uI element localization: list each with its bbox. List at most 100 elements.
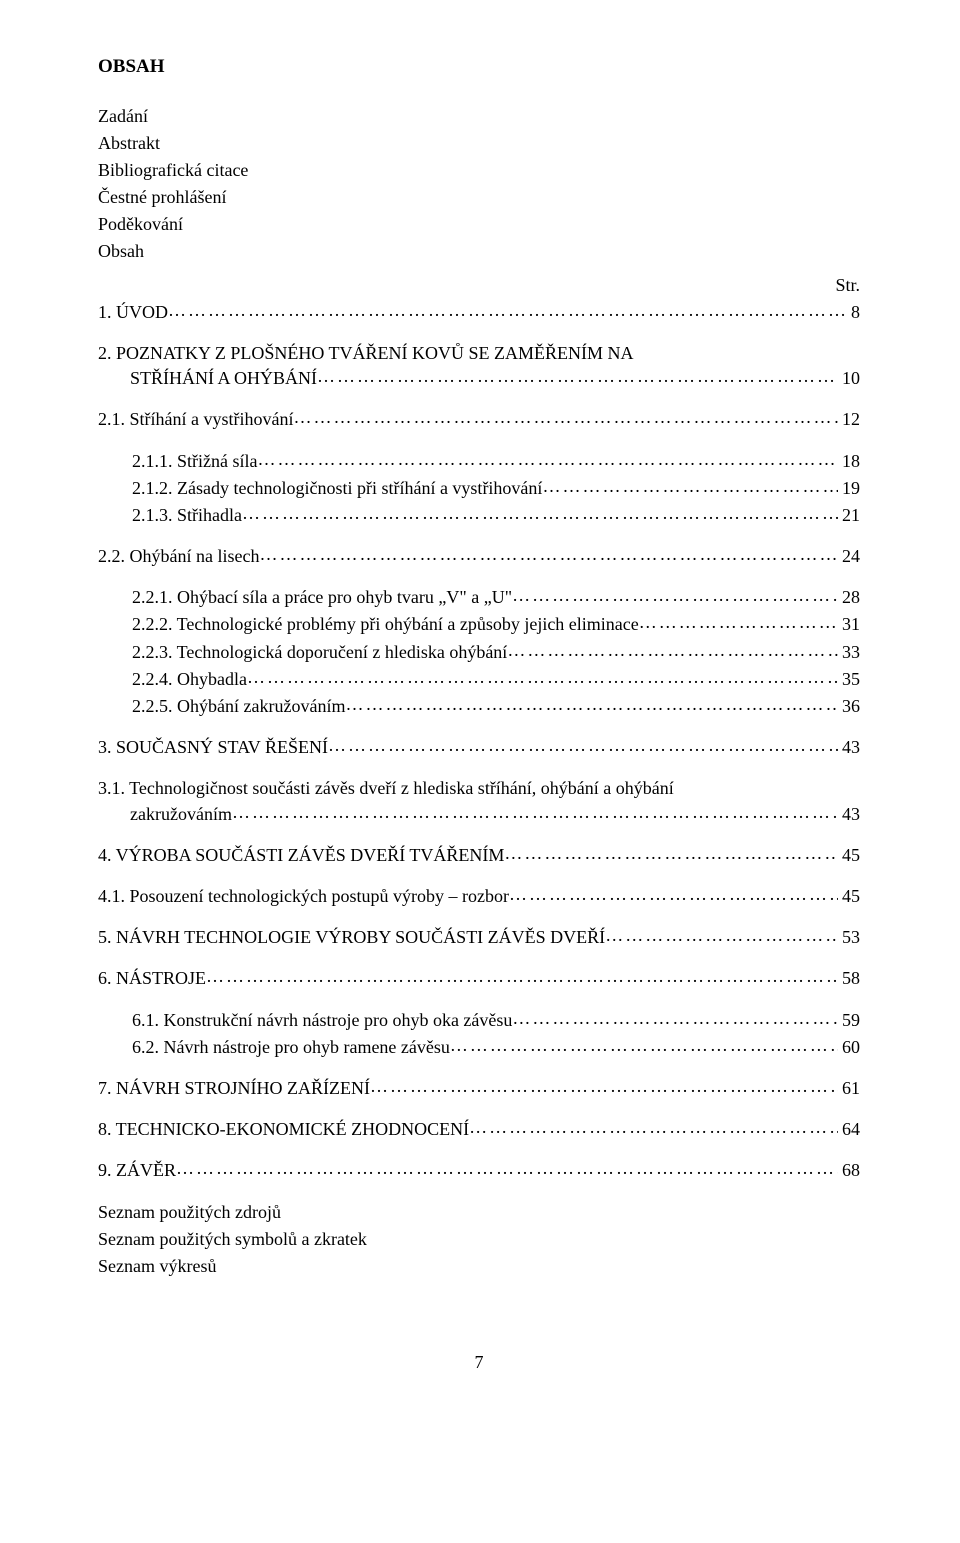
toc-label: 2.1.1. Střižná síla — [132, 449, 257, 474]
toc-page: 18 — [838, 449, 860, 474]
toc-label: 2.2.1. Ohýbací síla a práce pro ohyb tva… — [132, 585, 512, 610]
toc-leader: …………………………………………………………………………………………………………… — [176, 1156, 838, 1181]
toc-entry: 2.2.5. Ohýbání zakružováním…………………………………… — [98, 694, 860, 719]
toc-label: 2.2.5. Ohýbání zakružováním — [132, 694, 345, 719]
toc-leader: …………………………………………………………………………………………………………… — [450, 1033, 838, 1058]
toc-page: 8 — [847, 300, 860, 325]
page-column-header: Str. — [98, 273, 860, 298]
toc-leader: …………………………………………………………………………………………………………… — [639, 610, 838, 635]
toc-page: 19 — [838, 476, 860, 501]
toc-leader: …………………………………………………………………………………………………………… — [257, 447, 838, 472]
toc-leader: …………………………………………………………………………………………………………… — [605, 923, 838, 948]
toc-entry: 3.1. Technologičnost součásti závěs dveř… — [98, 776, 860, 826]
toc-page: 12 — [838, 407, 860, 432]
toc-label: 2.2. Ohýbání na lisech — [98, 544, 259, 569]
toc-label: 4. VÝROBA SOUČÁSTI ZÁVĚS DVEŘÍ TVÁŘENÍM — [98, 843, 504, 868]
toc-leader: …………………………………………………………………………………………………………… — [317, 364, 838, 389]
toc-label: 3. SOUČASNÝ STAV ŘEŠENÍ — [98, 735, 328, 760]
toc-page: 21 — [838, 503, 860, 528]
toc-entry: 9. ZÁVĚR……………………………………………………………………………………… — [98, 1158, 860, 1183]
front-matter-item: Zadání — [98, 103, 860, 130]
toc-page: 31 — [838, 612, 860, 637]
toc-page: 10 — [838, 366, 860, 391]
toc-page: 45 — [838, 843, 860, 868]
toc-page: 33 — [838, 640, 860, 665]
toc-page: 59 — [838, 1008, 860, 1033]
toc-label: STŘÍHÁNÍ A OHÝBÁNÍ — [130, 366, 317, 391]
toc-page: 43 — [838, 802, 860, 827]
toc-page: 61 — [838, 1076, 860, 1101]
toc-leader: …………………………………………………………………………………………………………… — [232, 800, 838, 825]
toc-page: 28 — [838, 585, 860, 610]
toc-label: 5. NÁVRH TECHNOLOGIE VÝROBY SOUČÁSTI ZÁV… — [98, 925, 605, 950]
toc-label: 1. ÚVOD — [98, 300, 168, 325]
front-matter-item: Poděkování — [98, 211, 860, 238]
page-title: OBSAH — [98, 54, 860, 81]
toc-leader: …………………………………………………………………………………………………………… — [345, 692, 838, 717]
toc-label: 6.2. Návrh nástroje pro ohyb ramene závě… — [132, 1035, 450, 1060]
toc-label: 2.1. Stříhání a vystřihování — [98, 407, 293, 432]
toc-label: 4.1. Posouzení technologických postupů v… — [98, 884, 509, 909]
toc-entry: 2. POZNATKY Z PLOŠNÉHO TVÁŘENÍ KOVŮ SE Z… — [98, 341, 860, 391]
front-matter-list: Zadání Abstrakt Bibliografická citace Če… — [98, 103, 860, 265]
toc-page: 53 — [838, 925, 860, 950]
toc-leader: …………………………………………………………………………………………………………… — [512, 1006, 838, 1031]
toc-entry: 2.1.1. Střižná síla………………………………………………………… — [98, 449, 860, 474]
toc-leader: …………………………………………………………………………………………………………… — [542, 474, 838, 499]
toc-leader: …………………………………………………………………………………………………………… — [370, 1074, 838, 1099]
toc-entry: 2.2.3. Technologická doporučení z hledis… — [98, 640, 860, 665]
toc-label: 7. NÁVRH STROJNÍHO ZAŘÍZENÍ — [98, 1076, 370, 1101]
toc-label: 8. TECHNICKO-EKONOMICKÉ ZHODNOCENÍ — [98, 1117, 469, 1142]
toc-leader: …………………………………………………………………………………………………………… — [507, 638, 838, 663]
toc-leader: …………………………………………………………………………………………………………… — [247, 665, 838, 690]
toc-entry: 6.2. Návrh nástroje pro ohyb ramene závě… — [98, 1035, 860, 1060]
toc-page: 64 — [838, 1117, 860, 1142]
toc-leader: …………………………………………………………………………………………………………… — [512, 583, 838, 608]
front-matter-item: Abstrakt — [98, 130, 860, 157]
toc-page: 60 — [838, 1035, 860, 1060]
toc-leader: …………………………………………………………………………………………………………… — [206, 964, 838, 989]
toc-entry: 4. VÝROBA SOUČÁSTI ZÁVĚS DVEŘÍ TVÁŘENÍM…… — [98, 843, 860, 868]
back-matter-item: Seznam použitých symbolů a zkratek — [98, 1226, 860, 1253]
page-number: 7 — [98, 1350, 860, 1375]
toc-label: 2.2.3. Technologická doporučení z hledis… — [132, 640, 507, 665]
toc-label: zakružováním — [130, 802, 232, 827]
toc-leader: …………………………………………………………………………………………………………… — [293, 405, 838, 430]
toc-entry: 7. NÁVRH STROJNÍHO ZAŘÍZENÍ…………………………………… — [98, 1076, 860, 1101]
toc-page: 68 — [838, 1158, 860, 1183]
front-matter-item: Obsah — [98, 238, 860, 265]
back-matter-list: Seznam použitých zdrojů Seznam použitých… — [98, 1199, 860, 1280]
toc-leader: …………………………………………………………………………………………………………… — [242, 501, 838, 526]
toc-entry: 1. ÚVOD………………………………………………………………………………………… — [98, 300, 860, 325]
toc-leader: …………………………………………………………………………………………………………… — [504, 841, 838, 866]
toc-entry: 4.1. Posouzení technologických postupů v… — [98, 884, 860, 909]
front-matter-item: Bibliografická citace — [98, 157, 860, 184]
toc-leader: …………………………………………………………………………………………………………… — [469, 1115, 838, 1140]
toc-label: 3.1. Technologičnost součásti závěs dveř… — [98, 776, 860, 801]
toc-entry: 6. NÁSTROJE……………………………………………………………………………… — [98, 966, 860, 991]
toc-page: 43 — [838, 735, 860, 760]
toc-entry: 2.1.2. Zásady technologičnosti při stříh… — [98, 476, 860, 501]
toc-entry: 2.2.2. Technologické problémy při ohýbán… — [98, 612, 860, 637]
toc-entry: 3. SOUČASNÝ STAV ŘEŠENÍ……………………………………………… — [98, 735, 860, 760]
toc-page: 24 — [838, 544, 860, 569]
toc-leader: …………………………………………………………………………………………………………… — [328, 733, 838, 758]
toc-label: 6. NÁSTROJE — [98, 966, 206, 991]
toc-label: 2. POZNATKY Z PLOŠNÉHO TVÁŘENÍ KOVŮ SE Z… — [98, 341, 860, 366]
toc-entry: 2.2. Ohýbání na lisech………………………………………………… — [98, 544, 860, 569]
toc-entry: 2.2.4. Ohybadla…………………………………………………………………… — [98, 667, 860, 692]
toc-label: 9. ZÁVĚR — [98, 1158, 176, 1183]
toc-label: 2.1.3. Střihadla — [132, 503, 242, 528]
toc-leader: …………………………………………………………………………………………………………… — [259, 542, 838, 567]
front-matter-item: Čestné prohlášení — [98, 184, 860, 211]
toc-label: 2.2.4. Ohybadla — [132, 667, 247, 692]
toc-entry: 6.1. Konstrukční návrh nástroje pro ohyb… — [98, 1008, 860, 1033]
toc-page: 36 — [838, 694, 860, 719]
back-matter-item: Seznam použitých zdrojů — [98, 1199, 860, 1226]
toc-entry: 8. TECHNICKO-EKONOMICKÉ ZHODNOCENÍ………………… — [98, 1117, 860, 1142]
toc-page: 45 — [838, 884, 860, 909]
toc-entry: 5. NÁVRH TECHNOLOGIE VÝROBY SOUČÁSTI ZÁV… — [98, 925, 860, 950]
toc-entry: 2.2.1. Ohýbací síla a práce pro ohyb tva… — [98, 585, 860, 610]
toc-page: 35 — [838, 667, 860, 692]
toc-leader: …………………………………………………………………………………………………………… — [168, 298, 847, 323]
